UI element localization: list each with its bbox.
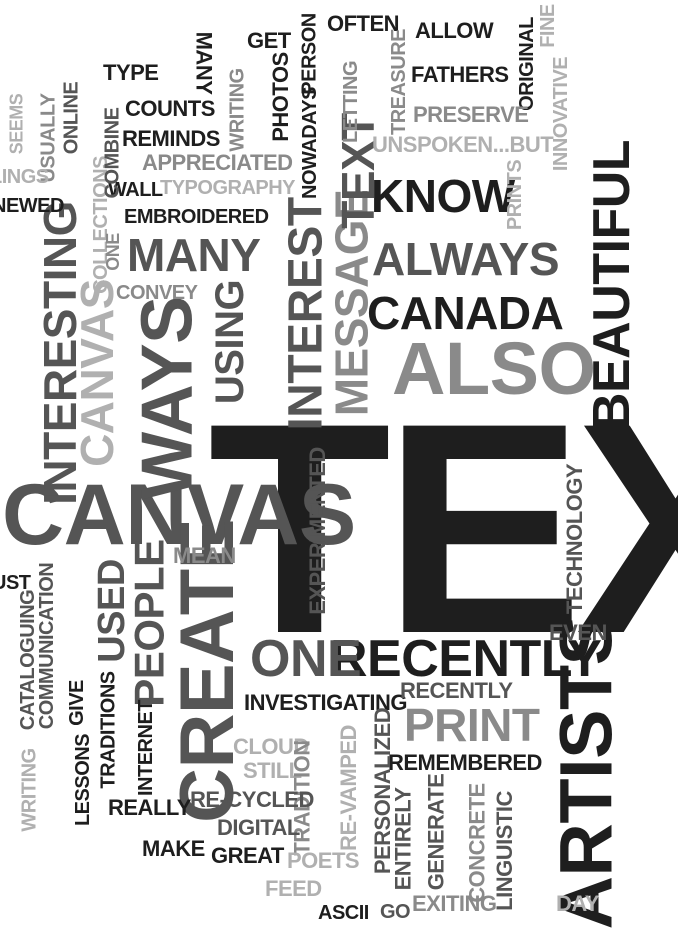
cloud-word: TYPE [103, 60, 159, 85]
cloud-word: TYPOGRAPHY [160, 177, 296, 199]
cloud-word: INNOVATIVE [550, 56, 573, 172]
cloud-word: CLOUD [233, 734, 309, 759]
cloud-word: USING [208, 279, 253, 405]
cloud-word: REALLY [108, 795, 191, 820]
cloud-word: CONVEY [116, 282, 198, 304]
cloud-word: COMMUNICATION [36, 562, 59, 730]
cloud-word: EMBROIDERED [124, 206, 269, 228]
cloud-word: ORIGINAL [515, 17, 538, 111]
cloud-word: EVEN [549, 620, 607, 645]
cloud-word: GO [380, 901, 411, 923]
cloud-word: ALSO [392, 327, 596, 410]
cloud-word: ASCII [318, 902, 369, 924]
cloud-word: RECENTLY [400, 678, 513, 703]
cloud-word: LETTING [340, 60, 363, 144]
cloud-word: GET [247, 28, 291, 53]
cloud-word: DAY [556, 891, 599, 916]
cloud-word: CANVAS [70, 279, 123, 467]
cloud-word: ONLINE [60, 81, 83, 155]
cloud-word: CANADA [367, 287, 564, 339]
cloud-word: UST [0, 572, 31, 594]
cloud-word: PERSON [298, 13, 321, 95]
cloud-word: REMEMBERED [388, 750, 542, 775]
cloud-word: DIGITAL [217, 815, 300, 840]
cloud-word: INTEREST [279, 197, 333, 431]
cloud-word: FEED [265, 876, 322, 901]
cloud-word: CANVAS [2, 467, 356, 563]
cloud-word: REMINDS [122, 126, 220, 151]
cloud-word: LESSONS [72, 733, 95, 827]
cloud-word: MANY [127, 229, 261, 281]
cloud-word: ONE [250, 630, 362, 688]
cloud-word: POETS [287, 848, 360, 873]
cloud-word: WRITING [226, 68, 249, 152]
cloud-word: COUNTS [125, 96, 215, 121]
cloud-word: BEAUTIFUL [583, 139, 642, 431]
cloud-word: USED [90, 559, 133, 663]
cloud-word: RE-CYCLED [190, 787, 314, 812]
cloud-word: FINE [536, 4, 559, 48]
cloud-word: GREAT [211, 843, 284, 868]
cloud-word: PRESERVE [413, 102, 529, 127]
cloud-word: GIVE [65, 680, 88, 726]
cloud-word: WALL [108, 179, 163, 201]
cloud-word: TECHNOLOGY [562, 463, 588, 615]
cloud-word: PEOPLE [125, 539, 173, 707]
cloud-word: GENERATE [423, 773, 449, 891]
cloud-word: MANY [191, 31, 217, 95]
cloud-word: EXITING [412, 891, 497, 916]
cloud-word: MAKE [142, 836, 205, 861]
cloud-word: OFTEN [327, 11, 400, 36]
cloud-word: NOWADAYS [298, 87, 321, 199]
cloud-word: MEAN [173, 543, 236, 568]
cloud-word: WRITING [18, 748, 41, 832]
cloud-word: RECENTLY [330, 630, 602, 688]
cloud-word: LINGS [0, 166, 49, 188]
cloud-word: ENTIRELY [390, 787, 416, 891]
cloud-word: INTERNET [135, 700, 157, 796]
cloud-word: FATHERS [411, 62, 509, 87]
cloud-word: KNOW [371, 170, 515, 222]
cloud-word: LINGUISTIC [491, 791, 517, 911]
cloud-word: STILL [243, 758, 302, 783]
cloud-word: INVESTIGATING [244, 690, 408, 715]
cloud-word: ALLOW [415, 18, 494, 43]
cloud-word: TEXT [208, 360, 678, 696]
cloud-word: ALWAYS [372, 233, 560, 285]
cloud-word: PRINTS [504, 159, 527, 231]
cloud-word: ONE [102, 233, 123, 271]
cloud-word: PRINT [404, 699, 540, 751]
cloud-word: EXPERIMENTED [304, 447, 330, 615]
cloud-word: CATALOGUING [17, 589, 40, 731]
cloud-word: COMBINE [101, 107, 124, 199]
cloud-word: TRADITIONS [97, 671, 120, 789]
cloud-word: APPRECIATED [142, 150, 293, 175]
cloud-word: TREASURE [388, 28, 411, 136]
cloud-word: SEEMS [6, 93, 27, 155]
cloud-word: NEWED [0, 195, 64, 217]
cloud-word: CONCRETE [464, 783, 490, 903]
cloud-word: RE-VAMPED [335, 725, 361, 851]
cloud-word: WAYS [127, 296, 208, 500]
cloud-word: PHOTOS [267, 52, 293, 142]
cloud-word: UNSPOKEN...BUT [372, 132, 554, 157]
